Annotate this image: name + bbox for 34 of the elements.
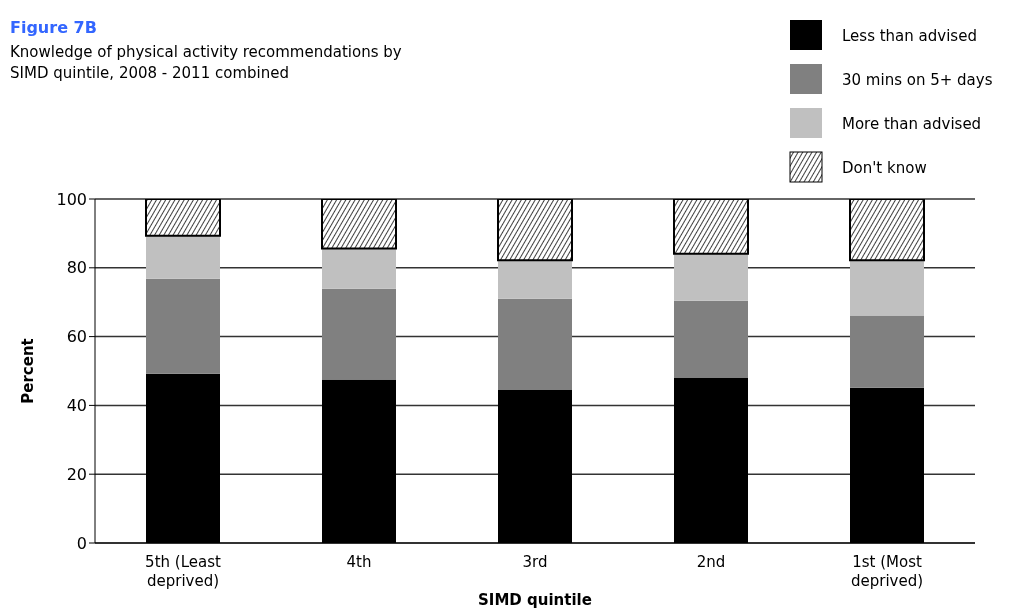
bar: [498, 260, 572, 299]
y-tick-label: 60: [66, 327, 87, 347]
bar: [498, 298, 572, 390]
bar: [497, 199, 573, 262]
legend-label: More than advised: [842, 115, 982, 133]
x-axis-title: SIMD quintile: [478, 591, 592, 609]
bar: [674, 300, 748, 378]
y-tick-label: 100: [56, 189, 87, 209]
x-tick-label: 4th: [346, 553, 372, 571]
y-axis-title: Percent: [19, 338, 38, 404]
chart-title: Figure 7B: [10, 18, 97, 37]
bar: [321, 199, 397, 250]
bar: [146, 278, 220, 374]
bar: [145, 199, 221, 237]
chart-subtitle: Knowledge of physical activity recommendations by SIMD quintile, 2008 - 2011 combined: [10, 42, 403, 84]
bar: [673, 199, 749, 255]
y-tick-label: 40: [66, 396, 87, 416]
bar: [849, 199, 925, 262]
y-tick-label: 20: [66, 464, 87, 484]
y-tick-label: 80: [66, 258, 87, 278]
bar: [850, 315, 924, 388]
bar: [322, 288, 396, 380]
bar: [322, 248, 396, 289]
bar: [146, 235, 220, 279]
x-tick-label: 5th (Least deprived): [145, 553, 221, 590]
x-tick-label: 3rd: [522, 553, 548, 571]
x-tick-label: 2nd: [696, 553, 726, 571]
x-tick-label: 1st (Most deprived): [850, 553, 924, 590]
y-tick-label: 0: [76, 533, 87, 553]
legend-label: Don't know: [842, 159, 927, 177]
legend-label: Less than advised: [842, 27, 977, 45]
bar: [674, 253, 748, 301]
bar: [850, 260, 924, 316]
legend-label: 30 mins on 5+ days: [842, 71, 993, 89]
